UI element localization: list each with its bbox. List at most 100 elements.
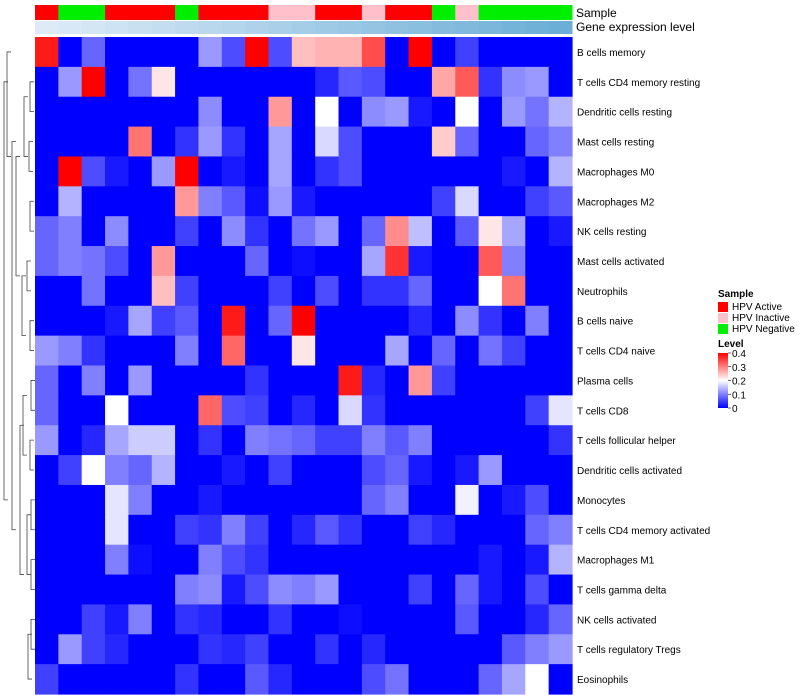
dendrogram-link <box>28 141 33 172</box>
heatmap-cell <box>548 484 573 516</box>
heatmap-cell <box>291 544 316 576</box>
heatmap-cell <box>245 484 270 516</box>
heatmap-cell <box>35 96 59 128</box>
heatmap-cell <box>81 37 106 68</box>
expression-annotation-cell <box>81 21 106 34</box>
heatmap-cell <box>81 664 106 695</box>
heatmap-cell <box>35 664 59 695</box>
heatmap-cell <box>501 514 526 546</box>
heatmap-cell <box>151 186 176 217</box>
heatmap-cell <box>151 574 176 606</box>
heatmap-cell <box>198 514 223 546</box>
expression-annotation-cell <box>385 21 410 34</box>
heatmap-cell <box>81 126 106 158</box>
heatmap-cell <box>245 514 270 546</box>
legend-sample-label: HPV Negative <box>732 324 795 335</box>
annotation-tracks <box>35 5 573 34</box>
heatmap-cell <box>501 395 526 426</box>
row-label: T cells follicular helper <box>577 436 676 447</box>
heatmap-cell <box>128 484 153 516</box>
sample-annotation-cell <box>315 5 340 20</box>
heatmap-cell <box>315 395 340 426</box>
heatmap-cell <box>525 484 550 516</box>
heatmap-cell <box>151 335 176 367</box>
heatmap-cell <box>478 246 503 277</box>
heatmap-cell <box>385 216 410 247</box>
row-dendrogram <box>3 51 35 680</box>
heatmap-cell <box>58 126 83 158</box>
row-label: T cells CD4 memory resting <box>577 78 700 89</box>
heatmap-cell <box>151 275 176 307</box>
heatmap-cell <box>35 604 59 635</box>
sample-annotation-cell <box>151 5 176 20</box>
heatmap-cell <box>315 156 340 187</box>
heatmap-cell <box>455 37 480 68</box>
heatmap-cell <box>408 604 433 635</box>
heatmap-cell <box>151 246 176 277</box>
heatmap-cell <box>361 96 386 128</box>
heatmap-cell <box>198 246 223 277</box>
heatmap-cell <box>338 425 363 456</box>
heatmap-cell <box>408 634 433 665</box>
sample-annotation-cell <box>128 5 153 20</box>
heatmap-cell <box>58 574 83 606</box>
heatmap-cell <box>478 216 503 247</box>
heatmap-cell <box>221 216 246 247</box>
heatmap-cell <box>175 514 200 546</box>
expression-annotation-cell <box>455 21 480 34</box>
heatmap-cell <box>525 216 550 247</box>
heatmap-cell <box>361 455 386 486</box>
heatmap-cell <box>175 216 200 247</box>
heatmap-cell <box>408 126 433 158</box>
heatmap-cell <box>291 186 316 217</box>
heatmap-cell <box>548 365 573 396</box>
heatmap-cell <box>455 574 480 606</box>
heatmap-cell <box>525 66 550 98</box>
heatmap-cell <box>525 37 550 68</box>
heatmap-cell <box>245 66 270 98</box>
heatmap-cell <box>455 335 480 367</box>
dendrogram-link <box>23 96 28 157</box>
heatmap-cell <box>151 544 176 576</box>
row-label: T cells gamma delta <box>577 585 667 596</box>
sample-annotation-cell <box>105 5 129 20</box>
heatmap-cell <box>198 425 223 456</box>
expression-annotation-cell <box>175 21 199 34</box>
heatmap-cell <box>81 66 106 98</box>
sample-annotation-cell <box>291 5 316 20</box>
heatmap-cell <box>478 305 503 337</box>
heatmap-cell <box>338 66 363 98</box>
heatmap-cell <box>408 275 433 307</box>
heatmap-cell <box>151 664 176 695</box>
heatmap-cell <box>245 305 270 337</box>
heatmap-cell <box>478 574 503 606</box>
heatmap-cell <box>455 305 480 337</box>
expression-annotation-cell <box>548 21 573 34</box>
legend-sample-label: HPV Inactive <box>732 313 790 324</box>
heatmap-cell <box>338 335 363 367</box>
sample-annotation-cell <box>455 5 480 20</box>
heatmap-cell <box>548 246 573 277</box>
heatmap-cell <box>525 275 550 307</box>
heatmap-cell <box>478 484 503 516</box>
sample-annotation-cell <box>501 5 526 20</box>
dendrogram-link <box>3 81 8 501</box>
heatmap-cell <box>291 126 316 158</box>
heatmap-cell <box>385 484 410 516</box>
heatmap-cell <box>151 305 176 337</box>
heatmap-cell <box>478 455 503 486</box>
heatmap-cell <box>408 186 433 217</box>
heatmap-cell <box>128 126 153 158</box>
heatmap-cell <box>385 186 410 217</box>
heatmap-cell <box>431 246 456 277</box>
heatmap-cell <box>35 275 59 307</box>
heatmap-cell <box>431 455 456 486</box>
heatmap-cell <box>478 395 503 426</box>
heatmap-cell <box>105 96 129 128</box>
heatmap-cell <box>408 305 433 337</box>
heatmap-cell <box>548 604 573 635</box>
heatmap-cell <box>245 126 270 158</box>
heatmap-cell <box>151 604 176 635</box>
heatmap-cell <box>431 604 456 635</box>
heatmap-cell <box>105 514 129 546</box>
